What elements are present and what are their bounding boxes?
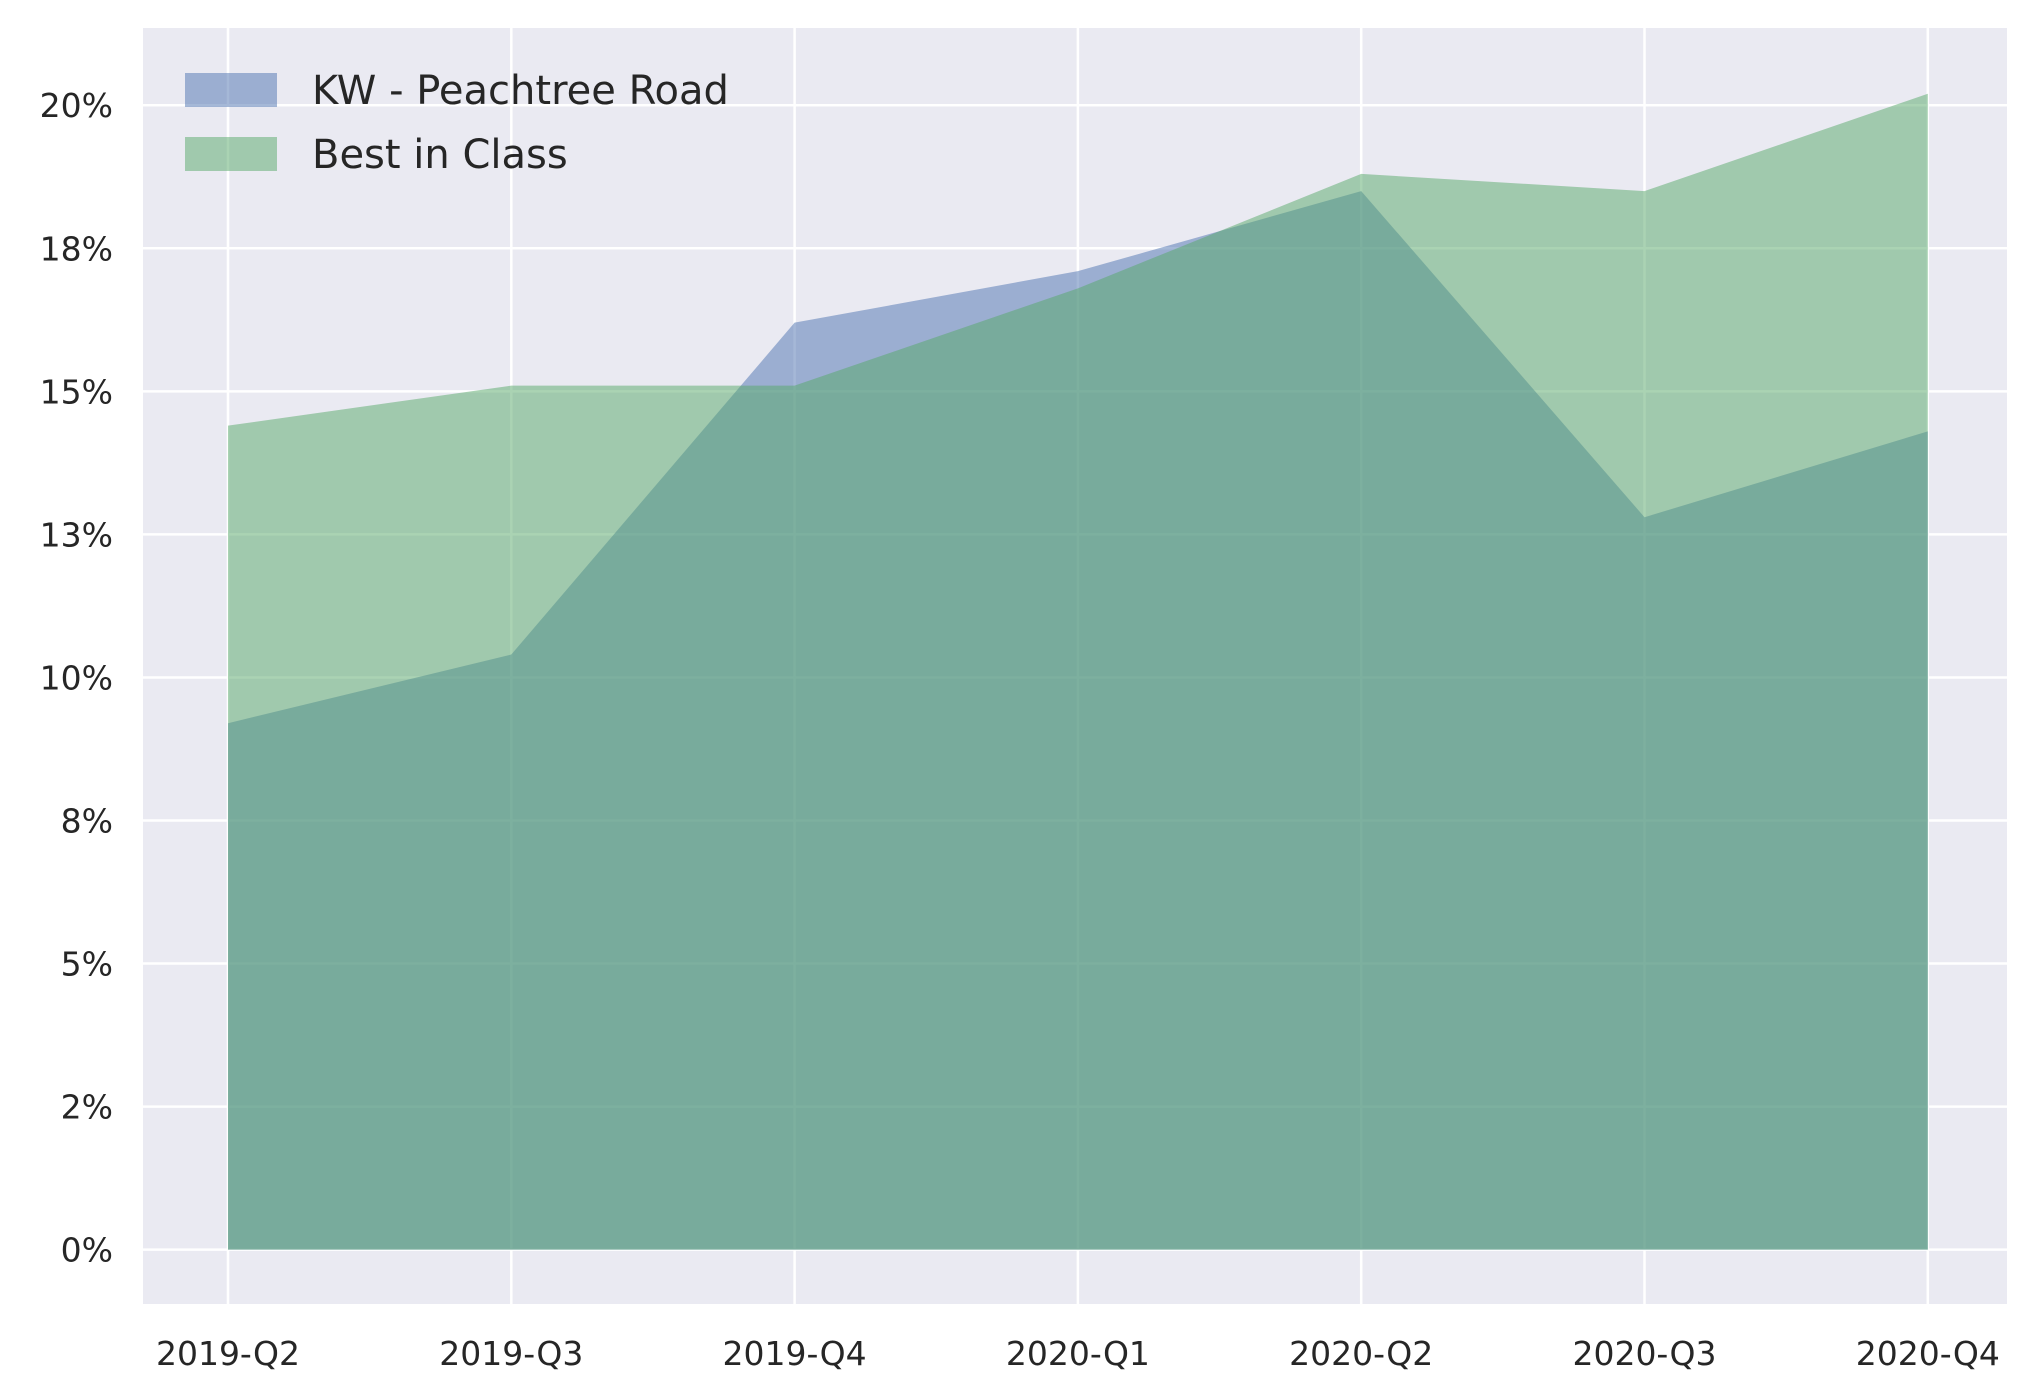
y-tick-label: 10% <box>40 658 113 697</box>
y-tick-label: 20% <box>40 86 113 125</box>
x-tick-label: 2020-Q2 <box>1289 1334 1433 1373</box>
area-series-layer <box>228 93 1928 1250</box>
legend-swatch <box>185 137 277 171</box>
x-tick-label: 2019-Q4 <box>723 1334 867 1373</box>
legend-label: Best in Class <box>312 132 568 178</box>
x-tick-label: 2020-Q1 <box>1006 1334 1150 1373</box>
x-tick-label: 2019-Q3 <box>439 1334 583 1373</box>
y-tick-label: 13% <box>40 515 113 554</box>
y-tick-label: 15% <box>40 372 113 411</box>
x-axis: 2019-Q2 2019-Q3 2019-Q4 2020-Q1 2020-Q2 2020-… <box>156 1334 2000 1373</box>
x-tick-label: 2020-Q3 <box>1572 1334 1716 1373</box>
area-series-best-in-class <box>228 93 1928 1250</box>
legend-swatch <box>185 73 277 107</box>
legend-label: KW - Peachtree Road <box>312 68 729 114</box>
legend: KW - Peachtree Road Best in Class <box>185 68 729 178</box>
y-tick-label: 0% <box>61 1231 113 1270</box>
x-tick-label: 2020-Q4 <box>1856 1334 2000 1373</box>
y-tick-label: 2% <box>61 1088 113 1127</box>
x-tick-label: 2019-Q2 <box>156 1334 300 1373</box>
y-tick-label: 5% <box>61 945 113 984</box>
y-axis: 0% 2% 5% 8% 10% 13% 15% 18% 20% <box>40 86 113 1269</box>
y-tick-label: 18% <box>40 229 113 268</box>
y-tick-label: 8% <box>61 801 113 840</box>
